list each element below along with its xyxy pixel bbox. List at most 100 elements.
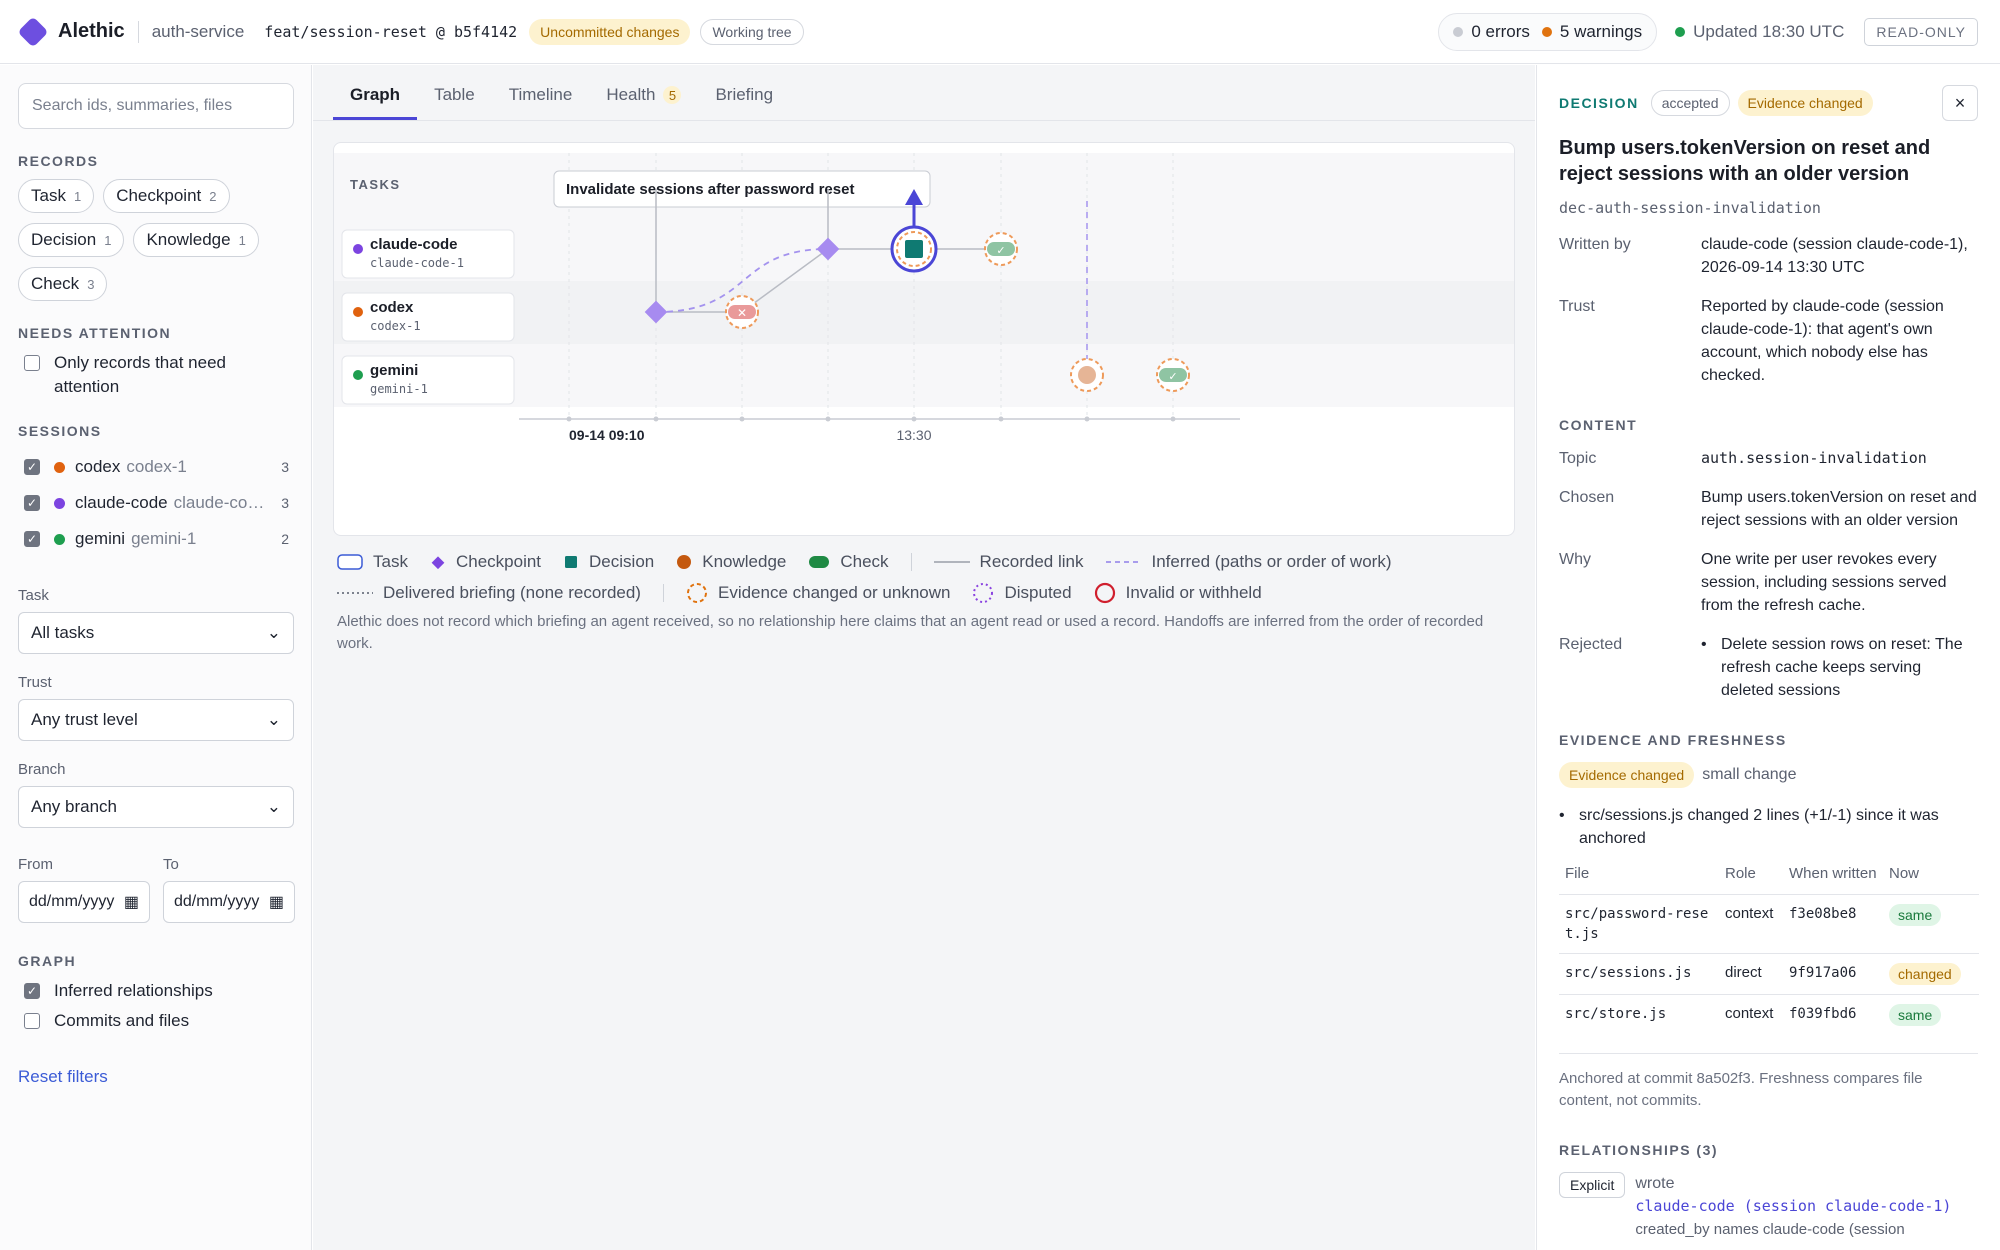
to-date-input[interactable]: dd/mm/yyyy ▦ [163,881,295,923]
table-row[interactable]: src/store.js context f039fbd6 same [1559,994,1979,1035]
chip-checkpoint[interactable]: Checkpoint 2 [103,179,230,213]
main-area: Graph Table Timeline Health 5 Briefing TA… [313,65,1535,1250]
legend-decision: Decision [563,552,654,572]
dashed-line-icon [1105,560,1142,563]
recorded-link [741,248,829,313]
tab-label: Health [606,85,656,104]
legend-checkpoint: Checkpoint [430,552,541,572]
check-node-failed[interactable]: ✕ [725,295,759,329]
to-date-placeholder: dd/mm/yyyy [174,893,260,910]
field-label: Chosen [1559,489,1615,506]
tab-table[interactable]: Table [417,85,492,120]
tab-briefing[interactable]: Briefing [698,85,790,120]
table-row[interactable]: src/sessions.js direct 9f917a06 changed [1559,953,1979,995]
trust-select[interactable]: Any trust level ⌄ [18,699,294,741]
chevron-down-icon: ⌄ [266,797,281,816]
record-kind: DECISION [1559,95,1639,111]
chip-decision[interactable]: Decision 1 [18,223,125,257]
trust-select-value: Any trust level [31,710,138,729]
service-name: auth-service [151,21,245,41]
dashed-ring-icon [686,582,707,603]
from-date-input[interactable]: dd/mm/yyyy ▦ [18,881,150,923]
trust-row: Trust Reported by claude-code (session c… [1559,295,1978,387]
chip-label: Check [31,274,80,293]
session-checkbox[interactable]: ✓ [24,495,40,511]
lane-label-codex[interactable]: codex codex-1 [341,292,515,342]
lane-agent: codex [370,299,414,316]
why-row: Why One write per user revokes every ses… [1559,548,1978,617]
error-dot-icon [1453,26,1464,37]
session-checkbox[interactable]: ✓ [24,459,40,475]
read-only-badge: READ-ONLY [1864,17,1978,46]
session-filter-gemini[interactable]: ✓ gemini gemini-1 2 [18,521,293,557]
trust-filter-label: Trust [18,674,52,691]
task-filter-label: Task [18,587,49,604]
record-title: Bump users.tokenVersion on reset and rej… [1559,137,1931,185]
records-heading: RECORDS [18,153,99,169]
table-row[interactable]: src/password-reset.js context f3e08be8 s… [1559,894,1979,954]
check-node-passed[interactable]: ✓ [1156,358,1190,392]
legend-label: Inferred (paths or order of work) [1151,551,1392,571]
topic-row: Topic auth.session-invalidation [1559,447,1978,470]
session-id: codex-1 [126,457,187,476]
chosen-row: Chosen Bump users.tokenVersion on reset … [1559,486,1978,532]
session-filter-claude-code[interactable]: ✓ claude-code claude-code-1 3 [18,485,293,521]
written-by-row: Written by claude-code (session claude-c… [1559,233,1978,279]
record-detail-panel: DECISION accepted Evidence changed × Bum… [1536,65,2000,1250]
inferred-filter[interactable]: ✓ Inferred relationships [18,979,293,1003]
divider [137,20,139,43]
close-icon: × [1954,92,1966,113]
task-shape-icon [337,553,363,570]
attention-filter[interactable]: Only records that need attention [18,351,293,399]
dotted-ring-icon [973,582,994,603]
lane-label-claude-code[interactable]: claude-code claude-code-1 [341,229,515,279]
file-hash: f039fbd6 [1783,994,1883,1035]
file-path: src/password-reset.js [1559,894,1719,954]
search-input[interactable] [18,83,294,129]
agent-dot-icon [353,370,363,380]
chip-task[interactable]: Task 1 [18,179,95,213]
work-graph: TASKS Invalidate sessions after password… [334,153,1514,443]
arrow-up-icon [905,189,923,205]
field-label: Why [1559,551,1591,568]
commits-checkbox[interactable] [24,1013,40,1029]
from-label: From [18,856,53,873]
lane-label-gemini[interactable]: gemini gemini-1 [341,355,515,405]
commits-filter[interactable]: Commits and files [18,1009,293,1033]
content-heading: CONTENT [1559,417,1638,433]
knowledge-node[interactable] [1070,358,1104,392]
column-header: Role [1725,865,1756,882]
chip-label: Checkpoint [116,186,202,205]
session-filter-codex[interactable]: ✓ codex codex-1 3 [18,449,293,485]
chosen-value: Bump users.tokenVersion on reset and rej… [1701,489,1977,529]
tab-health[interactable]: Health 5 [589,85,698,120]
column-header: When written [1789,865,1877,882]
inferred-checkbox[interactable]: ✓ [24,983,40,999]
axis-ticks [566,416,1176,422]
health-status[interactable]: 0 errors 5 warnings [1438,12,1658,51]
file-role: direct [1719,953,1783,995]
session-checkbox[interactable]: ✓ [24,531,40,547]
legend-label: Invalid or withheld [1125,582,1262,602]
task-select[interactable]: All tasks ⌄ [18,612,294,654]
task-node[interactable]: Invalidate sessions after password reset [553,170,931,208]
file-path: src/store.js [1559,994,1719,1035]
branch-select[interactable]: Any branch ⌄ [18,786,294,828]
attention-checkbox[interactable] [24,355,40,371]
uncommitted-badge: Uncommitted changes [529,18,691,45]
legend-label: Task [373,551,408,571]
tab-graph[interactable]: Graph [333,85,418,120]
chip-check[interactable]: Check 3 [18,267,108,301]
tab-label: Table [434,85,475,104]
decision-node-selected[interactable] [890,189,938,273]
tab-timeline[interactable]: Timeline [492,85,590,120]
tasks-heading: TASKS [350,177,401,192]
check-node-passed[interactable]: ✓ [984,232,1018,266]
attention-label: Only records that need attention [54,353,226,396]
calendar-icon: ▦ [123,894,139,911]
chip-knowledge[interactable]: Knowledge 1 [133,223,259,257]
legend-label: Evidence changed or unknown [717,582,951,602]
reset-filters-link[interactable]: Reset filters [18,1067,108,1086]
relationship-target-link[interactable]: claude-code (session claude-code-1) [1635,1197,1952,1215]
close-button[interactable]: × [1942,85,1978,121]
